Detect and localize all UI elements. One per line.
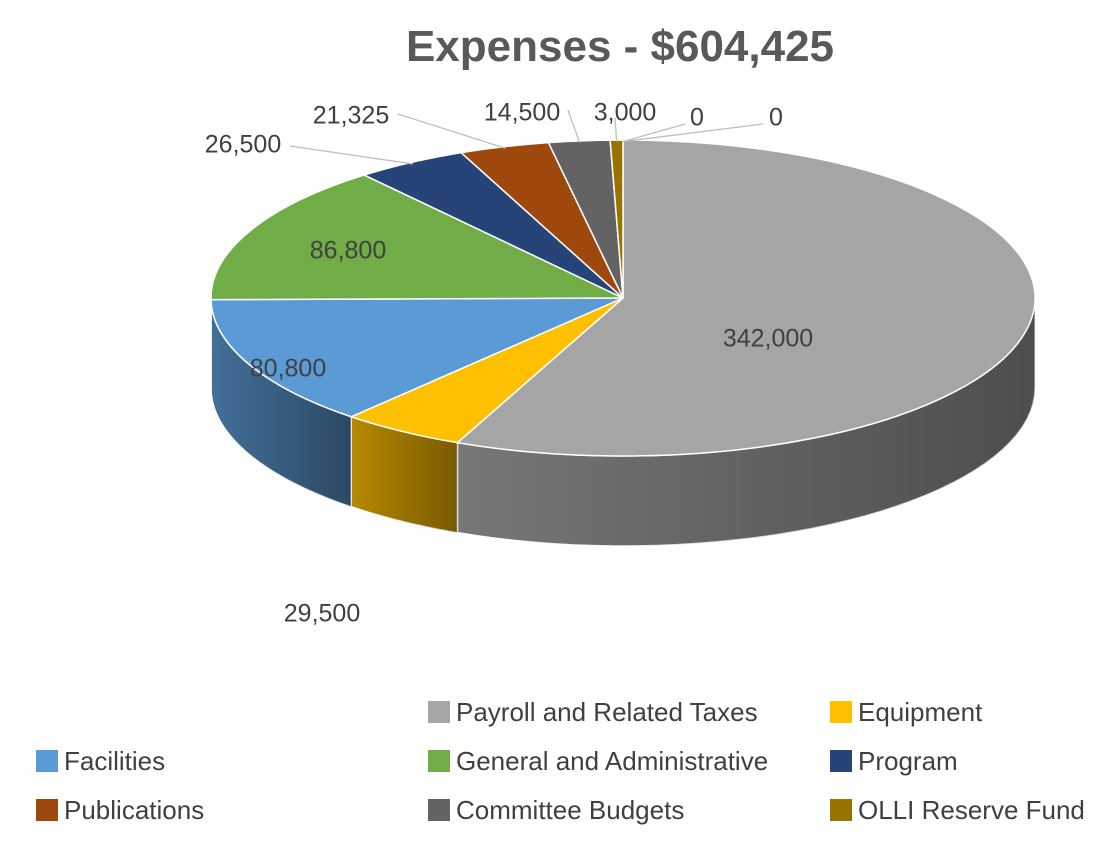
legend-label: Publications xyxy=(64,794,205,825)
legend-swatch xyxy=(830,799,852,821)
legend-item-facilities: Facilities xyxy=(36,746,165,776)
data-label: 14,500 xyxy=(484,99,560,127)
legend-swatch xyxy=(428,701,450,723)
legend-label: Program xyxy=(858,745,958,776)
data-labels: 342,000 29,500 80,800 86,800 26,500 21,325 14,… xyxy=(205,99,813,628)
legend-item-committee: Committee Budgets xyxy=(428,795,684,825)
legend-item-payroll: Payroll and Related Taxes xyxy=(428,697,758,727)
legend-item-general-admin: General and Administrative xyxy=(428,746,768,776)
data-label: 21,325 xyxy=(313,102,389,130)
leader-line xyxy=(567,109,581,143)
slice-side-shade xyxy=(351,416,458,533)
data-label: 3,000 xyxy=(594,99,657,127)
legend-swatch xyxy=(428,799,450,821)
data-label: 80,800 xyxy=(250,355,326,383)
legend-item-program: Program xyxy=(830,746,958,776)
data-label: 29,500 xyxy=(284,600,360,628)
legend-label: Equipment xyxy=(858,696,983,727)
leader-line xyxy=(397,113,506,149)
pie-side-walls xyxy=(210,297,1036,547)
legend-label: General and Administrative xyxy=(456,745,769,776)
pie-slice xyxy=(210,174,624,301)
data-label: 86,800 xyxy=(310,237,386,265)
data-label: 26,500 xyxy=(205,131,281,159)
pie-slice xyxy=(455,139,1036,457)
legend-swatch xyxy=(36,750,58,772)
slice-side-shade xyxy=(457,298,1035,546)
legend-item-publications: Publications xyxy=(36,795,204,825)
legend-label: Payroll and Related Taxes xyxy=(456,696,758,727)
leader-line xyxy=(622,123,764,143)
legend-item-equipment: Equipment xyxy=(830,697,982,727)
leader-line xyxy=(622,123,686,143)
slice-side-shade xyxy=(211,299,352,507)
legend-swatch xyxy=(428,750,450,772)
legend-label: Facilities xyxy=(64,745,166,776)
legend-swatch xyxy=(830,750,852,772)
leader-lines xyxy=(289,109,764,165)
data-label: 0 xyxy=(769,104,783,132)
legend-swatch xyxy=(36,799,58,821)
legend-label: Committee Budgets xyxy=(456,794,685,825)
pie-slices xyxy=(210,139,1036,457)
chart-title: Expenses - $604,425 xyxy=(405,22,835,71)
legend-item-reserve: OLLI Reserve Fund xyxy=(830,795,1085,825)
legend-label: OLLI Reserve Fund xyxy=(858,794,1085,825)
data-label: 342,000 xyxy=(723,325,813,353)
leader-line xyxy=(289,145,413,165)
pie-slice xyxy=(210,297,624,418)
legend-swatch xyxy=(830,701,852,723)
data-label: 0 xyxy=(690,104,704,132)
leader-line xyxy=(614,117,618,142)
